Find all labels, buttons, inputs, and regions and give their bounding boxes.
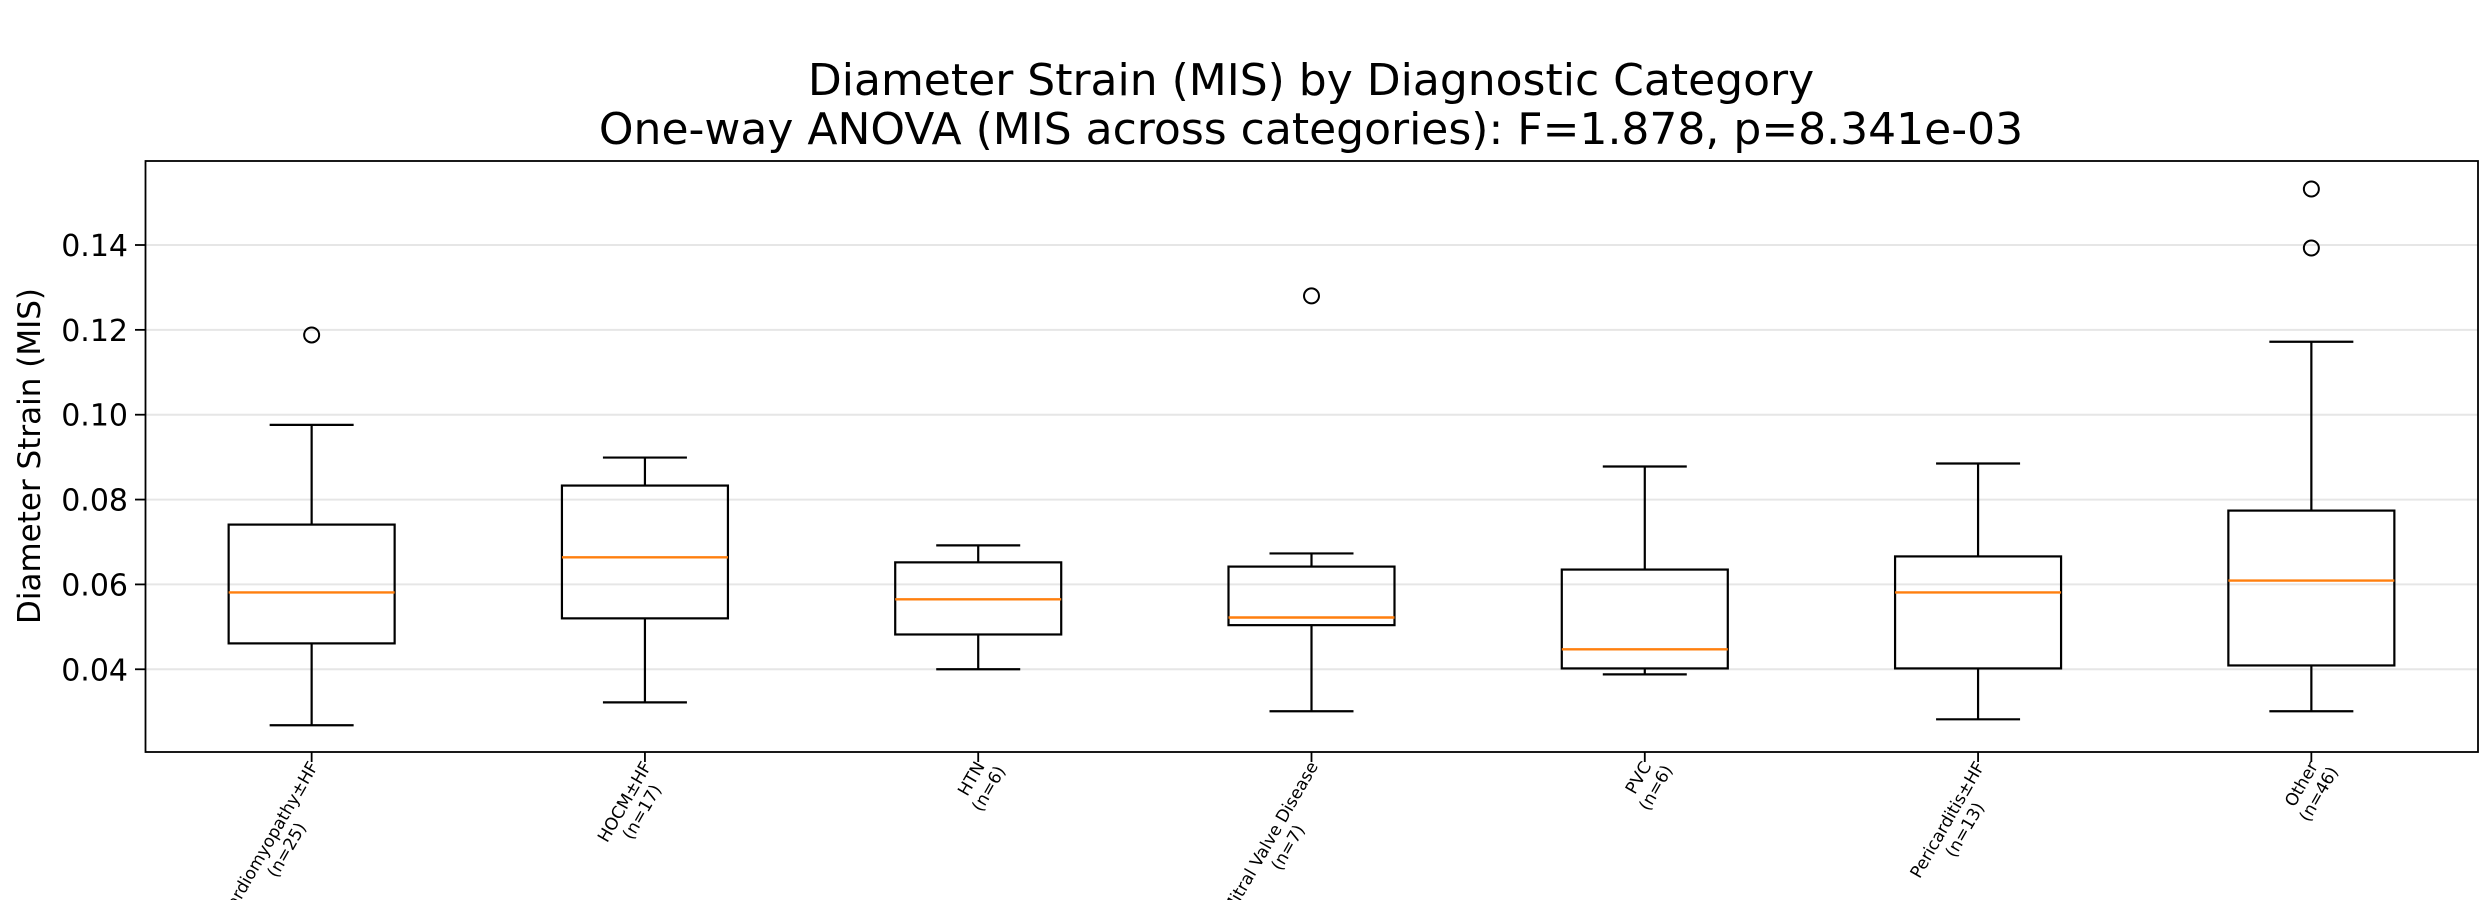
x-tick-label: PVC(n=6) [1622, 759, 1677, 815]
y-tick-label: 0.14 [61, 229, 128, 264]
y-axis-label: Diameter Strain (MIS) [12, 288, 48, 624]
outlier-point [1303, 287, 1320, 305]
x-tick-label: HOCM±HF(n=17) [594, 759, 666, 847]
chart-title: Diameter Strain (MIS) by Diagnostic Cate… [808, 55, 1814, 106]
box-4 [1227, 287, 1396, 713]
outlier-point [303, 326, 321, 344]
y-tick-label: 0.06 [61, 568, 128, 603]
boxes [227, 180, 2396, 727]
outlier-point [2302, 180, 2320, 198]
x-tick-label-category: Mitral Valve Disease [1220, 759, 1323, 900]
x-tick-label: Other(n=46) [2281, 759, 2343, 826]
y-tick-label: 0.10 [61, 399, 128, 434]
iqr-box [1893, 555, 2063, 670]
x-tick-label: HTN(n=6) [954, 759, 1010, 816]
box-3 [894, 544, 1063, 671]
y-axis: 0.04 0.06 0.08 0.10 0.12 0.14 [61, 229, 145, 688]
iqr-box [1227, 565, 1396, 627]
box-6 [1893, 462, 2063, 721]
x-axis: Cardiomyopathy±HF(n=25) HOCM±HF(n=17) HTN(… [217, 752, 2343, 900]
grid-lines [145, 244, 2478, 671]
x-tick-label: Pericarditis±HF(n=13) [1907, 759, 1990, 882]
box-7 [2227, 180, 2396, 713]
iqr-box [227, 523, 396, 645]
x-tick-label: Cardiomyopathy±HF(n=25) [217, 759, 323, 900]
outlier-point [2302, 239, 2320, 257]
iqr-box [560, 484, 730, 620]
x-tick-label: Mitral Valve Disease(n=7) [1220, 759, 1323, 900]
chart-subtitle: One-way ANOVA (MIS across categories): F… [599, 104, 2023, 155]
box-2 [560, 456, 730, 704]
y-tick-label: 0.08 [61, 484, 128, 519]
y-tick-label: 0.12 [61, 314, 128, 349]
iqr-box [2227, 509, 2396, 667]
box-5 [1560, 465, 1729, 676]
y-tick-label: 0.04 [61, 653, 128, 688]
iqr-box [1560, 568, 1729, 670]
box-1 [227, 326, 396, 727]
